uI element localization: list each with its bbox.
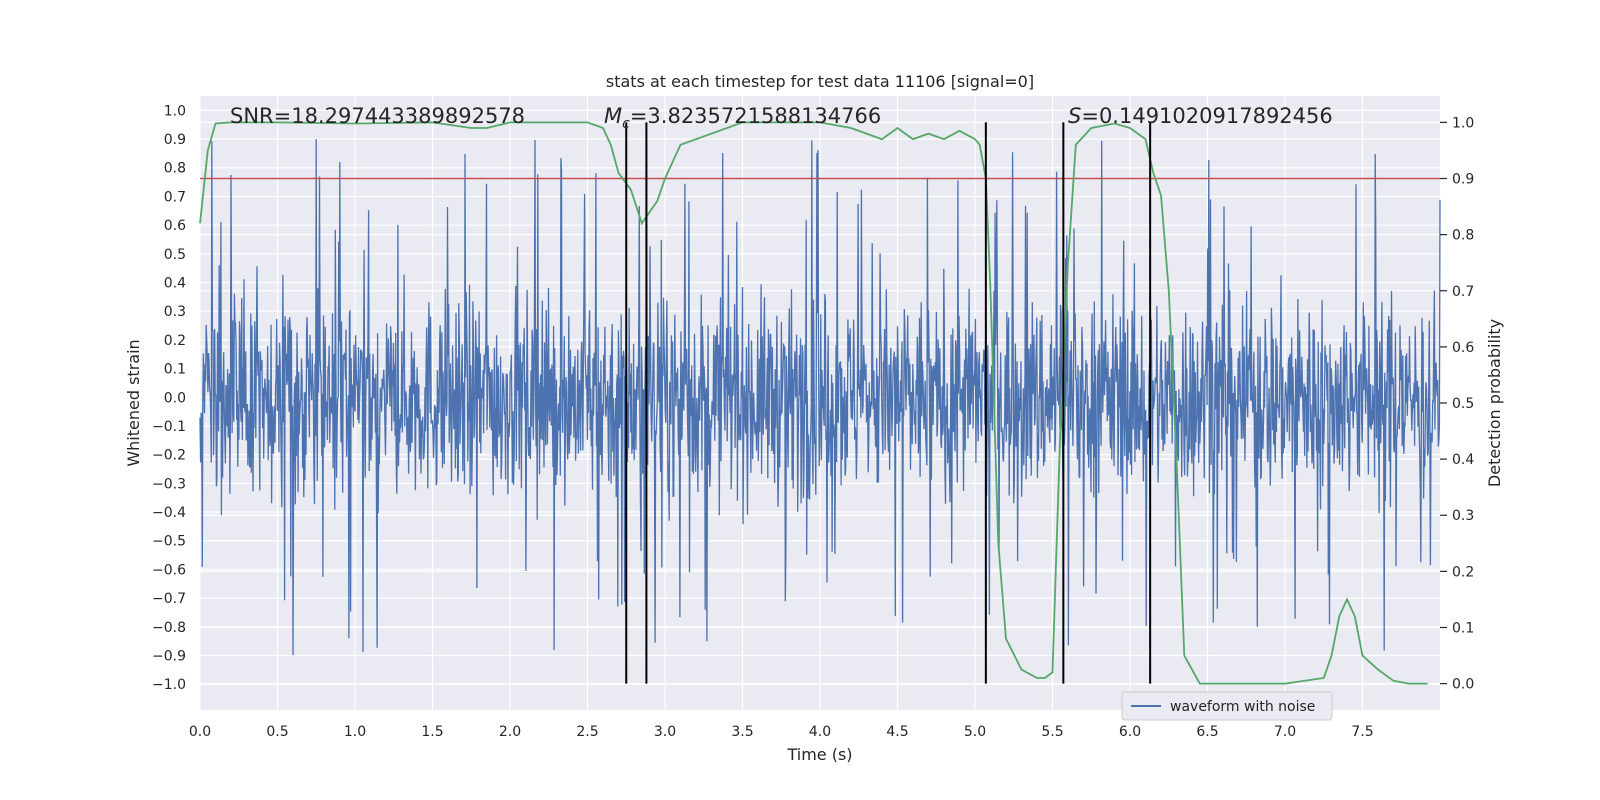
right-tick-label: 0.8 xyxy=(1452,228,1474,244)
x-tick-label: 2.0 xyxy=(499,724,521,740)
x-tick-label: 5.0 xyxy=(964,724,986,740)
x-tick-label: 7.0 xyxy=(1274,724,1296,740)
x-tick-label: 4.5 xyxy=(886,724,908,740)
left-tick-label: 0.7 xyxy=(164,189,186,205)
left-tick-label: −0.1 xyxy=(152,419,186,435)
right-tick-label: 0.4 xyxy=(1452,452,1474,468)
left-tick-label: 0.3 xyxy=(164,304,186,320)
chirp-mass-symbol: M xyxy=(604,104,622,128)
x-tick-label: 0.5 xyxy=(266,724,288,740)
x-tick-label: 4.0 xyxy=(809,724,831,740)
left-tick-label: 0.5 xyxy=(164,247,186,263)
chart-title: stats at each timestep for test data 111… xyxy=(606,72,1034,91)
left-tick-label: −0.8 xyxy=(152,620,186,636)
x-tick-label: 1.5 xyxy=(421,724,443,740)
left-tick-label: 0.4 xyxy=(164,275,186,291)
waveform-series xyxy=(199,139,1441,656)
right-tick-label: 0.2 xyxy=(1452,564,1474,580)
left-tick-label: 0.8 xyxy=(164,161,186,177)
chirp-mass-subscript: c xyxy=(622,116,630,132)
left-tick-label: 1.0 xyxy=(164,103,186,119)
left-tick-label: −0.7 xyxy=(152,591,186,607)
legend-box xyxy=(1121,691,1333,721)
spin-annotation: S=0.1491020917892456 xyxy=(1068,104,1333,128)
left-tick-label: −1.0 xyxy=(152,677,186,693)
x-tick-label: 6.0 xyxy=(1119,724,1141,740)
left-tick-label: 0.0 xyxy=(164,390,186,406)
snr-annotation: SNR=18.297443389892578 xyxy=(230,104,525,128)
x-tick-label: 0.0 xyxy=(189,724,211,740)
detection-probability-series xyxy=(199,121,1428,685)
left-axis-ticks: 1.0 0.9 0.8 0.7 0.6 0.5 0.4 0.3 0.2 0.1 0.0 −0.1 −0.… xyxy=(152,103,186,693)
x-tick-label: 6.5 xyxy=(1196,724,1218,740)
left-tick-label: 0.6 xyxy=(164,218,186,234)
right-tick-label: 0.9 xyxy=(1452,172,1474,188)
event-markers xyxy=(625,122,1152,684)
left-tick-label: 0.1 xyxy=(164,362,186,378)
spin-symbol: S xyxy=(1068,104,1081,128)
spin-value: =0.1491020917892456 xyxy=(1081,104,1332,128)
x-axis-label: Time (s) xyxy=(786,745,852,764)
right-tick-label: 0.0 xyxy=(1452,677,1474,693)
x-tick-label: 1.0 xyxy=(344,724,366,740)
chirp-mass-value: =3.8235721588134766 xyxy=(630,104,881,128)
probability-line xyxy=(199,121,1428,685)
left-tick-label: −0.9 xyxy=(152,648,186,664)
x-tick-label: 3.0 xyxy=(654,724,676,740)
right-axis-ticks: 1.0 0.9 0.8 0.7 0.6 0.5 0.4 0.3 0.2 0.1 0.0 xyxy=(1440,115,1474,693)
x-tick-label: 5.5 xyxy=(1041,724,1063,740)
left-tick-label: 0.2 xyxy=(164,333,186,349)
right-tick-label: 0.6 xyxy=(1452,340,1474,356)
right-tick-label: 0.7 xyxy=(1452,284,1474,300)
right-tick-label: 0.5 xyxy=(1452,396,1474,412)
left-tick-label: 0.9 xyxy=(164,132,186,148)
right-tick-label: 0.3 xyxy=(1452,508,1474,524)
x-tick-label: 3.5 xyxy=(731,724,753,740)
left-tick-label: −0.2 xyxy=(152,448,186,464)
x-tick-label: 7.5 xyxy=(1351,724,1373,740)
left-tick-label: −0.5 xyxy=(152,534,186,550)
x-tick-label: 2.5 xyxy=(576,724,598,740)
chirp-mass-annotation: Mc=3.8235721588134766 xyxy=(604,104,881,132)
right-tick-label: 0.1 xyxy=(1452,620,1474,636)
left-tick-label: −0.4 xyxy=(152,505,186,521)
left-axis-label: Whitened strain xyxy=(124,339,143,466)
right-tick-label: 1.0 xyxy=(1452,115,1474,131)
left-tick-label: −0.6 xyxy=(152,562,186,578)
left-tick-label: −0.3 xyxy=(152,476,186,492)
x-axis-ticks: 0.0 0.5 1.0 1.5 2.0 2.5 3.0 3.5 4.0 4.5 5.0 5.5 6.0 6… xyxy=(189,724,1374,740)
legend-label: waveform with noise xyxy=(1170,699,1315,715)
waveform-line xyxy=(199,139,1441,656)
right-axis-label: Detection probability xyxy=(1485,319,1504,487)
legend: waveform with noise xyxy=(1121,691,1333,721)
